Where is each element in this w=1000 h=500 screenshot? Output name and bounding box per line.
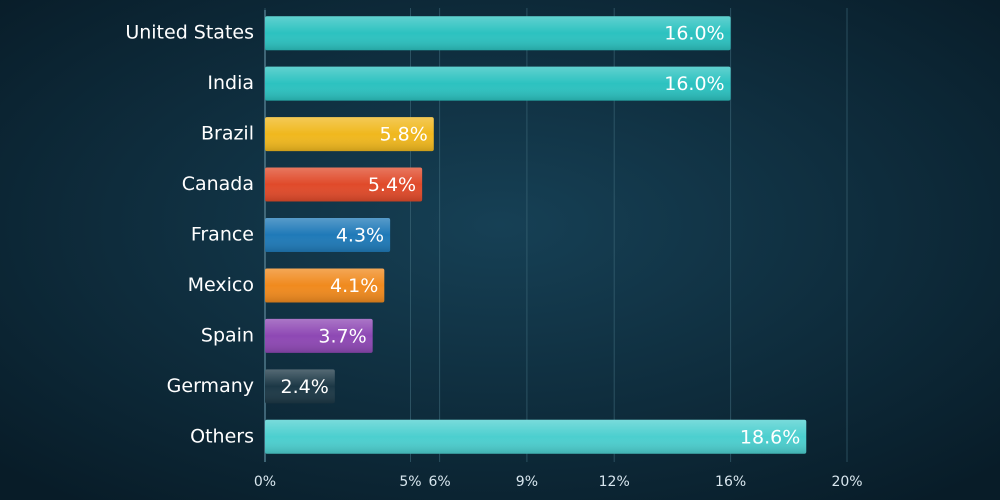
category-label: India xyxy=(207,72,254,94)
value-label: 3.7% xyxy=(318,325,366,347)
bar-shine xyxy=(265,66,731,101)
bar-shine xyxy=(265,218,391,252)
bar-shine xyxy=(265,16,731,51)
category-label: United States xyxy=(125,22,254,44)
x-tick-label: 5% xyxy=(399,474,421,490)
x-tick-label: 6% xyxy=(428,474,450,490)
bar-shine xyxy=(265,268,385,303)
value-label: 2.4% xyxy=(281,376,329,398)
category-label: Germany xyxy=(167,375,254,397)
value-label: 5.4% xyxy=(368,174,416,196)
x-tick-label: 20% xyxy=(831,474,862,490)
category-label: Mexico xyxy=(188,274,254,296)
value-label: 4.1% xyxy=(330,275,378,297)
x-tick-label: 12% xyxy=(599,474,630,490)
category-label: Brazil xyxy=(201,123,254,145)
bar-shine xyxy=(265,369,335,404)
value-label: 5.8% xyxy=(379,124,427,146)
x-tick-label: 0% xyxy=(254,474,276,490)
category-label: Others xyxy=(190,425,254,447)
value-label: 18.6% xyxy=(740,426,800,448)
x-tick-label: 16% xyxy=(715,474,746,490)
bar-shine xyxy=(265,419,807,454)
category-label: Canada xyxy=(182,173,254,195)
value-label: 16.0% xyxy=(664,23,724,45)
bar-shine xyxy=(265,117,434,152)
bar-shine xyxy=(265,167,423,202)
category-label: Spain xyxy=(201,324,254,346)
x-tick-label: 9% xyxy=(516,474,538,490)
category-label: France xyxy=(191,224,254,246)
value-label: 16.0% xyxy=(664,73,724,95)
bar-shine xyxy=(265,318,373,353)
value-label: 4.3% xyxy=(336,225,384,247)
